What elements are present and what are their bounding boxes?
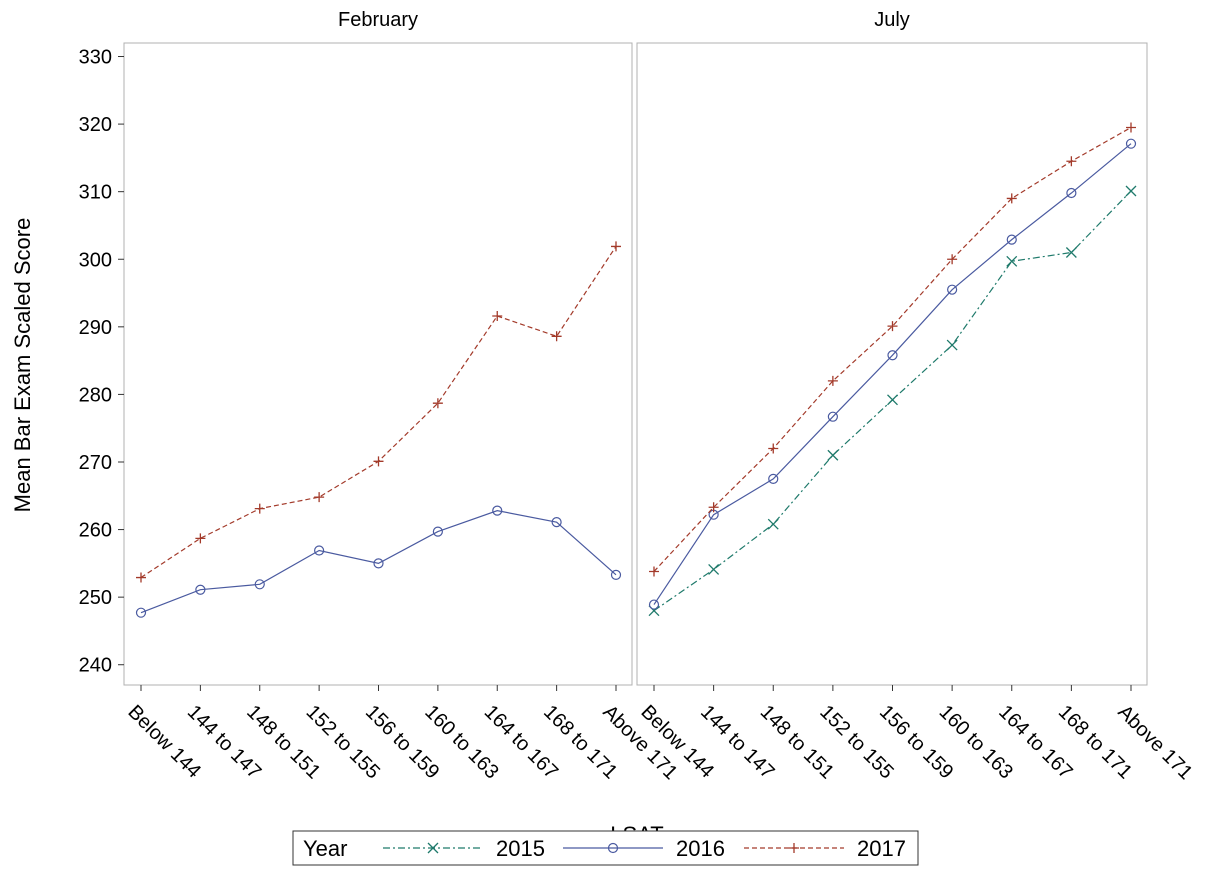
data-point bbox=[492, 311, 503, 322]
panel-title: July bbox=[874, 9, 910, 31]
series-line bbox=[140, 246, 617, 579]
data-point bbox=[1125, 138, 1137, 149]
series-line bbox=[653, 190, 1132, 612]
legend-marker bbox=[427, 842, 439, 854]
data-point bbox=[768, 443, 779, 454]
data-point bbox=[195, 584, 206, 595]
data-point bbox=[1006, 193, 1017, 204]
legend-entry-2017: 2017 bbox=[744, 836, 906, 861]
data-point bbox=[768, 473, 779, 484]
data-point bbox=[195, 533, 206, 544]
series-2015 bbox=[648, 185, 1137, 617]
series-2017 bbox=[136, 241, 621, 583]
y-tick-label: 290 bbox=[79, 317, 112, 339]
series-line bbox=[653, 126, 1132, 572]
y-tick-label: 300 bbox=[79, 249, 112, 271]
data-point bbox=[946, 339, 958, 351]
legend-marker bbox=[789, 843, 799, 853]
data-point bbox=[887, 350, 898, 361]
series-2016 bbox=[135, 505, 622, 618]
y-tick-label: 260 bbox=[79, 520, 112, 542]
legend-label: 2015 bbox=[496, 836, 545, 861]
y-tick-label: 330 bbox=[79, 47, 112, 69]
series-line bbox=[653, 143, 1132, 605]
data-point bbox=[1006, 234, 1017, 245]
legend-entry-2016: 2016 bbox=[563, 836, 725, 861]
series-line bbox=[140, 510, 617, 614]
series-2017 bbox=[649, 122, 1136, 577]
data-point bbox=[551, 517, 562, 528]
y-tick-label: 320 bbox=[79, 114, 112, 136]
legend: Year 2015 2016 2017 bbox=[292, 830, 919, 866]
data-point bbox=[551, 331, 562, 342]
data-point bbox=[314, 545, 325, 556]
y-tick-label: 270 bbox=[79, 452, 112, 474]
data-point bbox=[610, 569, 622, 580]
data-point bbox=[1125, 185, 1137, 197]
data-point bbox=[887, 321, 898, 332]
data-point bbox=[136, 572, 146, 583]
data-point bbox=[492, 505, 503, 516]
data-point bbox=[432, 398, 443, 409]
panel-title: February bbox=[338, 9, 418, 31]
panel-frame bbox=[123, 42, 633, 686]
legend-title: Year bbox=[303, 836, 347, 861]
data-point bbox=[648, 599, 660, 610]
data-point bbox=[611, 241, 621, 252]
data-point bbox=[373, 456, 384, 467]
data-point bbox=[947, 254, 958, 265]
panel-february: February240250260270280290300310320330Be… bbox=[79, 9, 682, 784]
legend-entry-2015: 2015 bbox=[383, 836, 545, 861]
data-point bbox=[314, 492, 325, 503]
series-2016 bbox=[648, 138, 1137, 610]
panel-frame bbox=[636, 42, 1148, 686]
data-point bbox=[827, 411, 838, 422]
panels: February240250260270280290300310320330Be… bbox=[79, 9, 1197, 784]
legend-label: 2017 bbox=[857, 836, 906, 861]
data-point bbox=[432, 526, 443, 537]
data-point bbox=[827, 449, 839, 461]
y-tick-label: 240 bbox=[79, 655, 112, 677]
data-point bbox=[254, 579, 265, 590]
data-point bbox=[708, 563, 720, 575]
data-point bbox=[135, 607, 147, 618]
legend-label: 2016 bbox=[676, 836, 725, 861]
data-point bbox=[767, 518, 779, 530]
data-point bbox=[1126, 122, 1136, 133]
data-point bbox=[708, 502, 719, 513]
legend-marker bbox=[607, 842, 619, 854]
y-tick-label: 310 bbox=[79, 182, 112, 204]
y-tick-label: 280 bbox=[79, 384, 112, 406]
data-point bbox=[947, 284, 958, 295]
data-point bbox=[254, 503, 265, 514]
data-point bbox=[1006, 255, 1018, 267]
y-axis-label: Mean Bar Exam Scaled Score bbox=[10, 218, 35, 513]
data-point bbox=[1066, 156, 1077, 167]
data-point bbox=[373, 558, 384, 569]
y-tick-label: 250 bbox=[79, 587, 112, 609]
data-point bbox=[649, 566, 659, 577]
data-point bbox=[887, 394, 898, 406]
data-point bbox=[1066, 187, 1077, 199]
data-point bbox=[827, 375, 838, 386]
data-point bbox=[1065, 247, 1077, 258]
